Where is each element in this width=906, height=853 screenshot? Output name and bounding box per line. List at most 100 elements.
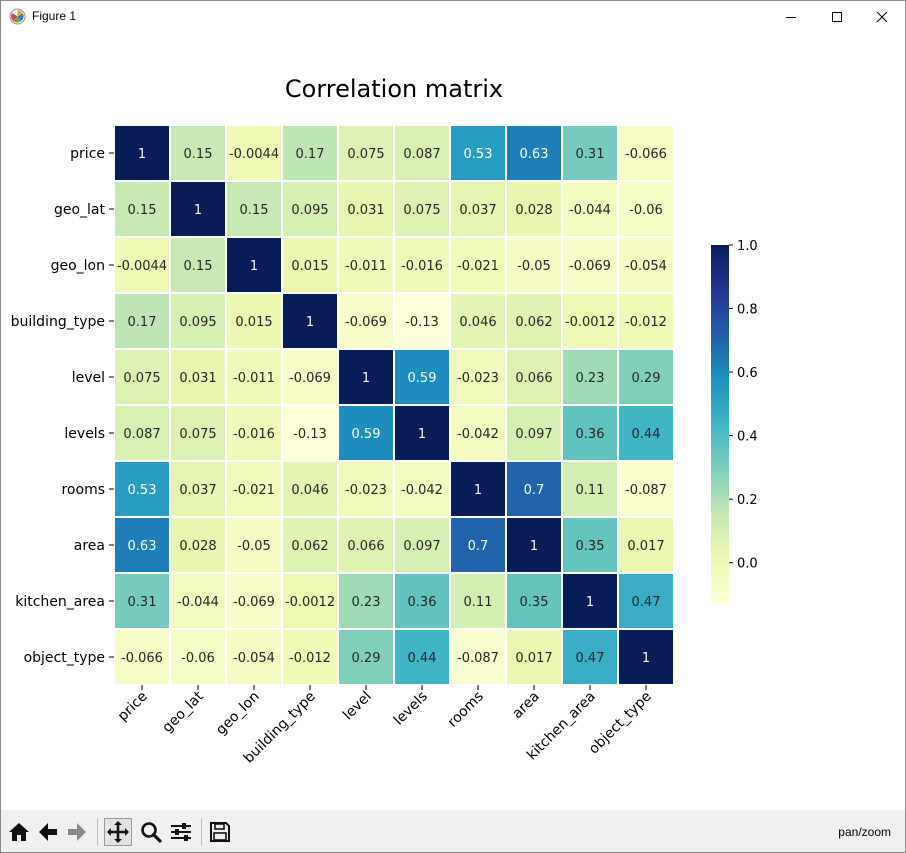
heatmap-cell	[617, 348, 675, 406]
heatmap-cell	[449, 628, 507, 686]
home-button[interactable]	[5, 818, 33, 846]
heatmap-cell	[225, 292, 283, 350]
y-tick-label: levels	[64, 426, 105, 442]
cell-value-label: 0.031	[179, 371, 216, 386]
heatmap-cell	[561, 516, 619, 574]
cell-value-label: -0.044	[177, 595, 219, 610]
cell-value-label: -0.069	[569, 259, 611, 274]
cell-value-label: 0.017	[627, 539, 664, 554]
cell-value-label: -0.023	[457, 371, 499, 386]
heatmap-cell	[281, 516, 339, 574]
heatmap-cell	[281, 628, 339, 686]
colorbar-tick-label: 0.4	[737, 430, 758, 445]
maximize-button[interactable]	[814, 1, 860, 32]
cell-value-label: 0.7	[524, 483, 545, 498]
heatmap-cell	[505, 124, 563, 182]
colorbar-tick-label: 0.6	[737, 366, 758, 381]
heatmap-cell	[281, 572, 339, 630]
cell-value-label: 0.037	[459, 203, 496, 218]
forward-button[interactable]	[63, 818, 91, 846]
cell-value-label: 0.31	[128, 595, 157, 610]
cell-value-label: 0.15	[184, 147, 213, 162]
heatmap-cell	[617, 124, 675, 182]
cell-value-label: 0.44	[408, 651, 437, 666]
cell-value-label: -0.054	[625, 259, 667, 274]
close-button[interactable]	[859, 1, 905, 32]
cell-value-label: 0.35	[520, 595, 549, 610]
cell-value-label: 0.53	[128, 483, 157, 498]
figure-canvas[interactable]: Correlation matrix 1 0.15 -0.0044 0.17 0.075…	[1, 32, 905, 810]
cell-value-label: -0.011	[233, 371, 275, 386]
y-tick-label: area	[74, 538, 105, 554]
colorbar-tick-label: 0.8	[737, 303, 758, 318]
heatmap-cell	[449, 180, 507, 238]
heatmap-cell	[225, 404, 283, 462]
cell-value-label: -0.012	[289, 651, 331, 666]
cell-value-label: -0.0012	[565, 315, 615, 330]
cell-value-label: 1	[530, 539, 538, 554]
cell-value-label: -0.0044	[117, 259, 167, 274]
cell-value-label: 0.046	[291, 483, 328, 498]
cell-value-label: 0.63	[520, 147, 549, 162]
pan-button[interactable]	[104, 818, 132, 846]
cell-value-label: 1	[138, 147, 146, 162]
cell-value-label: 1	[194, 203, 202, 218]
y-tick-label: geo_lon	[51, 258, 105, 274]
cell-value-label: 0.23	[576, 371, 605, 386]
y-tick-label: geo_lat	[54, 202, 106, 218]
toolbar-mode-label: pan/zoom	[838, 825, 891, 839]
heatmap-cell	[169, 404, 227, 462]
cell-value-label: 0.23	[352, 595, 381, 610]
cell-value-label: -0.023	[345, 483, 387, 498]
cell-value-label: -0.012	[625, 315, 667, 330]
heatmap-cell	[561, 348, 619, 406]
cell-value-label: -0.016	[233, 427, 275, 442]
heatmap-cell	[169, 460, 227, 518]
navigation-toolbar: pan/zoom	[1, 810, 905, 852]
cell-value-label: -0.044	[569, 203, 611, 218]
save-icon	[210, 822, 230, 842]
x-tick-label: price	[115, 689, 151, 725]
save-button[interactable]	[206, 818, 234, 846]
configure-subplots-icon	[171, 823, 191, 841]
heatmap-cell	[393, 628, 451, 686]
heatmap-cell	[617, 572, 675, 630]
cell-value-label: 1	[474, 483, 482, 498]
window-title: Figure 1	[32, 9, 77, 23]
configure-subplots-button[interactable]	[167, 818, 195, 846]
cell-value-label: 0.015	[291, 259, 328, 274]
cell-value-label: 1	[418, 427, 426, 442]
cell-value-label: -0.011	[345, 259, 387, 274]
correlation-heatmap-chart[interactable]: Correlation matrix 1 0.15 -0.0044 0.17 0.075…	[1, 32, 905, 810]
cell-value-label: -0.069	[345, 315, 387, 330]
cell-value-label: 0.31	[576, 147, 605, 162]
heatmap-cell	[281, 180, 339, 238]
zoom-button[interactable]	[137, 818, 165, 846]
title-bar: Figure 1	[1, 1, 905, 32]
back-button[interactable]	[34, 818, 62, 846]
heatmap-cell	[225, 628, 283, 686]
minimize-button[interactable]	[768, 1, 814, 32]
x-tick-label: geo_lon	[213, 689, 263, 739]
cell-value-label: 0.36	[576, 427, 605, 442]
cell-value-label: 0.29	[632, 371, 661, 386]
x-tick-label: area	[509, 689, 542, 722]
heatmap-cell	[505, 292, 563, 350]
heatmap-cell	[113, 348, 171, 406]
cell-value-label: 0.17	[296, 147, 325, 162]
heatmap-cell	[449, 348, 507, 406]
cell-value-label: 0.59	[408, 371, 437, 386]
cell-value-label: 0.44	[632, 427, 661, 442]
colorbar-tick-label: 0.2	[737, 493, 758, 508]
cell-value-label: 0.47	[632, 595, 661, 610]
cell-value-label: 0.037	[179, 483, 216, 498]
heatmap-cell	[225, 460, 283, 518]
cell-value-label: 0.63	[128, 539, 157, 554]
cell-value-label: 0.35	[576, 539, 605, 554]
cell-value-label: -0.054	[233, 651, 275, 666]
cell-value-label: -0.042	[401, 483, 443, 498]
cell-value-label: 0.062	[291, 539, 328, 554]
heatmap-cell	[393, 124, 451, 182]
